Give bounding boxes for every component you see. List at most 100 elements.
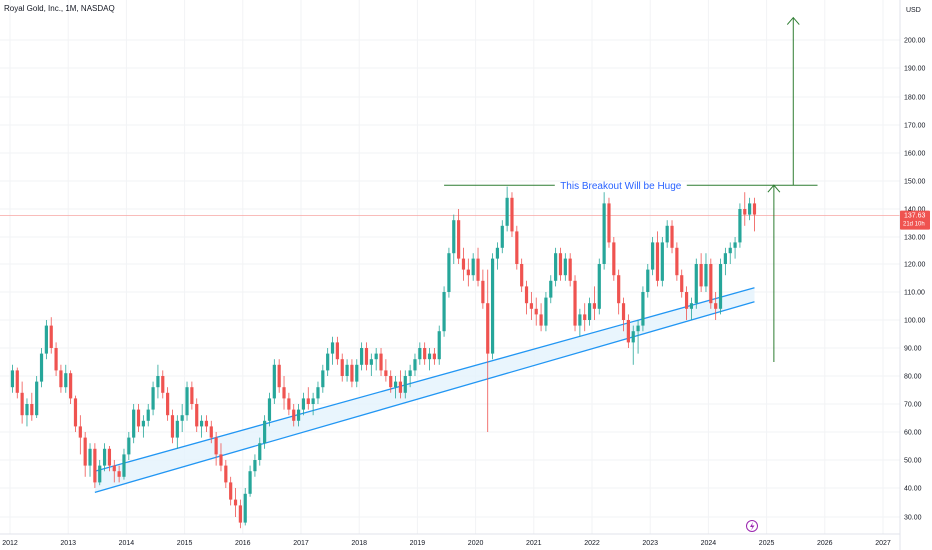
- candle-body: [146, 409, 150, 421]
- candle-body: [607, 203, 611, 243]
- time-tick-label: 2021: [526, 540, 542, 547]
- candle-body: [54, 348, 58, 371]
- candle-body: [107, 448, 112, 466]
- candle-body: [73, 398, 78, 427]
- candle-body: [321, 370, 325, 388]
- candle-body: [219, 454, 223, 466]
- candle-body: [199, 420, 204, 427]
- candle-body: [88, 448, 92, 466]
- flash-icon[interactable]: [746, 520, 758, 532]
- currency-label[interactable]: USD: [906, 7, 921, 14]
- candle-body: [209, 426, 213, 438]
- price-tag-value: 137.63: [904, 213, 926, 220]
- price-tick-label: 120.00: [904, 262, 926, 269]
- candle-body: [287, 398, 291, 410]
- candle-body: [709, 264, 713, 304]
- price-tick-label: 130.00: [904, 235, 926, 242]
- candle-body: [612, 242, 616, 276]
- candle-body: [461, 258, 466, 270]
- price-tick-label: 160.00: [904, 151, 926, 158]
- time-tick-label: 2024: [701, 540, 717, 547]
- candle-body: [263, 420, 267, 444]
- candle-body: [272, 364, 276, 399]
- candle-body: [554, 253, 558, 281]
- time-tick-label: 2023: [642, 540, 658, 547]
- candle-body: [93, 448, 97, 483]
- time-tick-label: 2026: [817, 540, 833, 547]
- candle-body: [602, 203, 606, 264]
- time-tick-label: 2018: [351, 540, 367, 547]
- candle-body: [59, 370, 63, 388]
- candle-body: [699, 264, 703, 287]
- time-tick-label: 2025: [759, 540, 775, 547]
- price-tick-label: 140.00: [904, 207, 926, 214]
- price-tick-label: 200.00: [904, 38, 926, 45]
- candle-body: [544, 297, 548, 326]
- chart-title: Royal Gold, Inc., 1M, NASDAQ: [4, 4, 115, 13]
- candle-body: [326, 353, 330, 371]
- candle-body: [457, 220, 461, 259]
- candle-body: [578, 314, 582, 326]
- candle-body: [25, 404, 29, 416]
- candle-body: [626, 320, 630, 343]
- breakout-annotation[interactable]: This Breakout Will be Huge: [560, 181, 682, 192]
- candle-body: [166, 392, 170, 416]
- candle-body: [471, 258, 475, 276]
- channel-lower-trendline[interactable]: [94, 301, 755, 493]
- candle-body: [69, 373, 73, 399]
- candle-body: [447, 253, 451, 292]
- candle-body: [651, 242, 655, 270]
- candle-body: [20, 392, 24, 416]
- price-scale[interactable]: 30.00 40.00 50.00 60.00 70.00 80.00 90.00 100.0…: [904, 38, 926, 522]
- time-scale[interactable]: 2012 2013 2014 2015 2016 2017 2018 2019 2020 2021…: [2, 540, 891, 547]
- candle-body: [39, 353, 44, 382]
- time-tick-label: 2013: [60, 540, 76, 547]
- candle-body: [170, 415, 175, 438]
- candle-body: [432, 353, 436, 360]
- candle-body: [141, 420, 145, 427]
- time-tick-label: 2015: [177, 540, 193, 547]
- candle-body: [524, 286, 529, 304]
- candle-body: [486, 303, 490, 354]
- candle-body: [718, 264, 723, 309]
- price-tick-label: 170.00: [904, 123, 926, 130]
- price-tick-label: 90.00: [904, 346, 922, 353]
- candle-body: [301, 398, 306, 410]
- candle-body: [714, 303, 718, 309]
- candle-body: [549, 280, 553, 298]
- price-tick-label: 110.00: [904, 290, 925, 297]
- last-price-tag[interactable]: 137.63 21d 10h: [900, 210, 930, 230]
- candle-body: [704, 264, 708, 287]
- candle-body: [515, 231, 519, 264]
- candle-body: [229, 482, 233, 500]
- channel-upper-trendline[interactable]: [94, 287, 755, 472]
- candle-body: [655, 242, 660, 281]
- candle-body: [529, 303, 533, 309]
- candle-body: [102, 448, 107, 466]
- candle-body: [728, 247, 732, 254]
- target-arrows[interactable]: [767, 16, 800, 362]
- candle-body: [374, 353, 378, 360]
- candle-body: [112, 465, 116, 472]
- candle-body: [151, 387, 155, 410]
- candle-body: [583, 314, 587, 320]
- candle-body: [117, 471, 121, 477]
- candle-body: [413, 359, 417, 371]
- candle-body: [64, 373, 68, 388]
- candle-body: [684, 292, 689, 309]
- candle-body: [636, 325, 640, 332]
- candle-body: [136, 409, 141, 427]
- time-tick-label: 2019: [410, 540, 426, 547]
- candle-body: [44, 325, 48, 354]
- time-tick-label: 2017: [293, 540, 309, 547]
- candle-body: [248, 471, 252, 494]
- price-tick-label: 150.00: [904, 179, 926, 186]
- candle-body: [335, 342, 339, 360]
- candle-body: [646, 269, 650, 292]
- candle-body: [748, 203, 752, 215]
- candle-body: [500, 225, 504, 248]
- candle-body: [258, 443, 262, 460]
- candle-body: [408, 370, 412, 376]
- candle-body: [127, 437, 131, 455]
